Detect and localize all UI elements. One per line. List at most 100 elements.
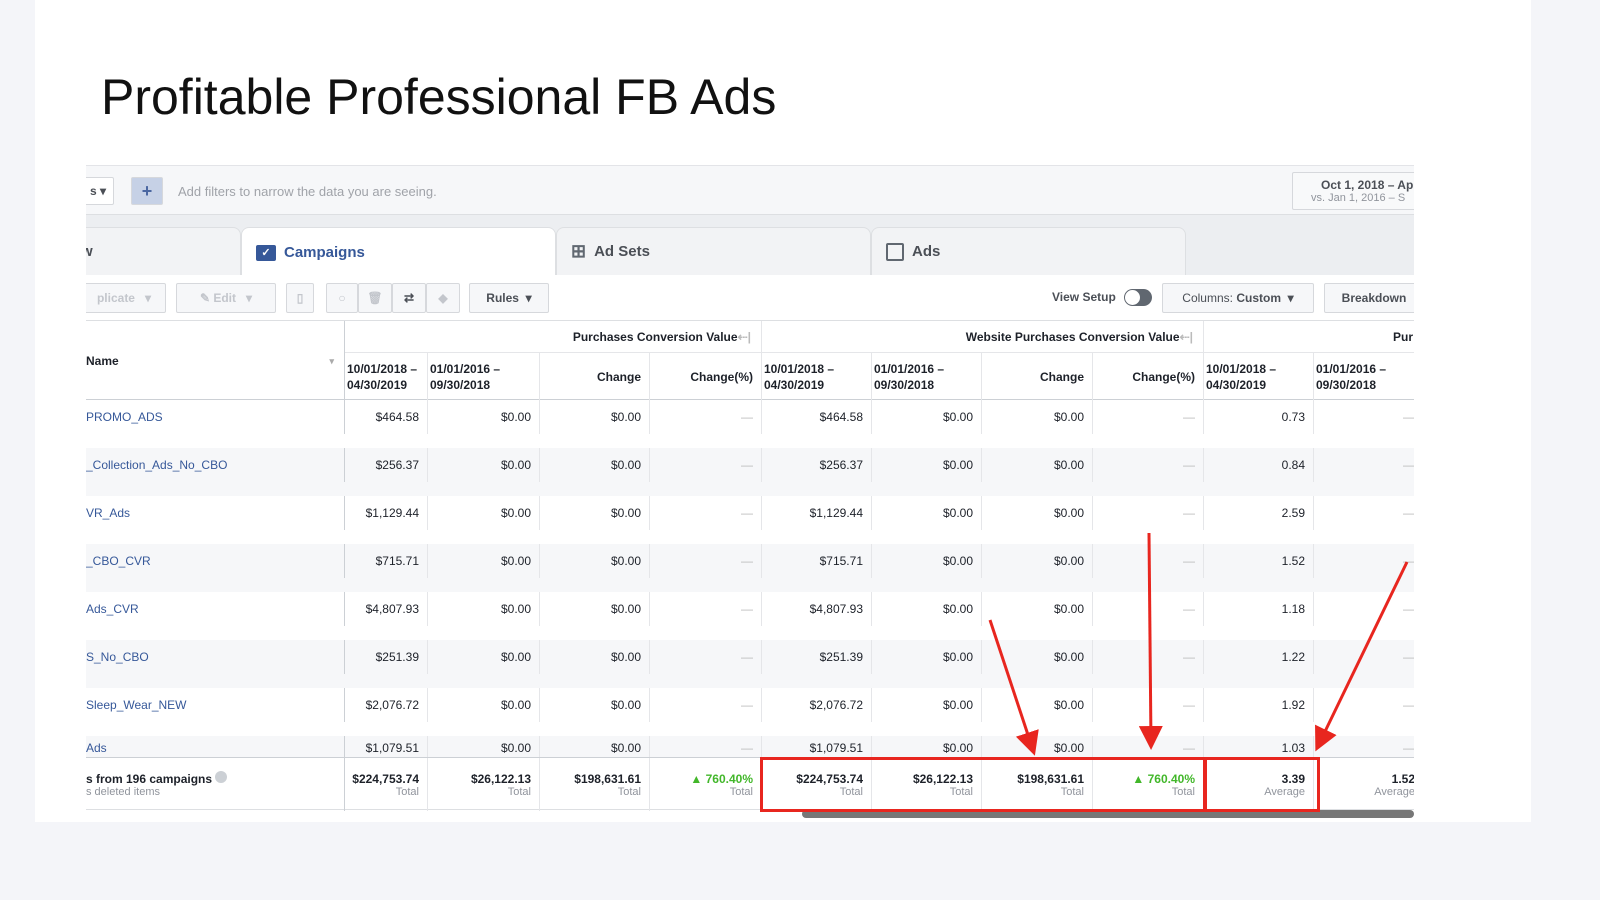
summary-value: ▲ 760.40% [690, 771, 753, 786]
table-cell: $251.39 [762, 640, 872, 674]
summary-type: Total [949, 785, 973, 798]
table-cell: $0.00 [540, 640, 650, 674]
tab-ad-sets[interactable]: ⊞ Ad Sets [556, 227, 871, 275]
table-cell: — [1093, 688, 1204, 722]
info-icon[interactable] [215, 771, 228, 783]
table-cell: 0.84 [1204, 448, 1314, 482]
column-header[interactable]: 01/01/2016 – 09/30/2018 [1314, 353, 1414, 400]
summary-type: Total [839, 785, 863, 798]
summary-type: Total [1171, 785, 1195, 798]
summary-type: Total [395, 785, 419, 798]
campaign-name-link[interactable]: _Collection_Ads_No_CBO [86, 448, 345, 482]
tab-ads[interactable]: Ads [871, 227, 1186, 275]
plus-icon[interactable]: + [131, 177, 163, 205]
table-cell: 1.03 [1204, 736, 1314, 760]
highlight-box-roas [1204, 757, 1320, 812]
table-cell: — [650, 400, 762, 434]
table-cell: $0.00 [872, 640, 982, 674]
refresh-icon[interactable]: ○ [326, 283, 358, 313]
date-range-picker[interactable]: Oct 1, 2018 – Ap vs. Jan 1, 2016 – S [1292, 172, 1414, 210]
table-cell: $0.00 [982, 544, 1093, 578]
table-cell: — [1314, 592, 1414, 626]
table-cell: — [650, 640, 762, 674]
slide-title: Profitable Professional FB Ads [101, 69, 777, 125]
trash-icon[interactable]: 🗑 [358, 283, 392, 313]
table-row: S_No_CBO $251.39 $0.00 $0.00— $251.39 $0.00 $0… [86, 640, 1414, 688]
campaign-name-link[interactable]: Sleep_Wear_NEW [86, 688, 345, 722]
table-cell: — [1314, 448, 1414, 482]
duplicate-button[interactable]: plicate ▾ [86, 283, 166, 313]
columns-dropdown[interactable]: Columns: Custom ▾ [1162, 283, 1314, 313]
table-cell: $4,807.93 [345, 592, 428, 626]
rules-button[interactable]: Rules ▾ [469, 283, 549, 313]
table-cell: $0.00 [872, 496, 982, 530]
table-cell: $0.00 [982, 448, 1093, 482]
column-header[interactable]: 10/01/2018 – 04/30/2019 [1204, 353, 1314, 400]
table-cell: — [1314, 544, 1414, 578]
table-row: VR_Ads $1,129.44 $0.00 $0.00— $1,129.44 $0.00… [86, 496, 1414, 544]
summary-value: 3.39 [1281, 771, 1305, 786]
column-group-label: Website Purchases Conversion Value [965, 329, 1180, 344]
tab-account-overview[interactable]: w [86, 227, 241, 275]
table-cell: — [650, 592, 762, 626]
column-header[interactable]: 01/01/2016 – 09/30/2018 [872, 353, 982, 400]
table-cell: $0.00 [872, 448, 982, 482]
table-cell: $4,807.93 [762, 592, 872, 626]
campaign-name-link[interactable]: VR_Ads [86, 496, 345, 530]
table-cell: $715.71 [762, 544, 872, 578]
table-cell: 2.59 [1204, 496, 1314, 530]
campaign-name-link[interactable]: PROMO_ADS [86, 400, 345, 434]
arrow-2 [1138, 532, 1163, 750]
summary-type: Average [1374, 785, 1414, 798]
breakdown-dropdown[interactable]: Breakdown [1324, 283, 1414, 313]
filter-input[interactable]: Add filters to narrow the data you are s… [178, 184, 437, 199]
tab-campaigns[interactable]: ✓ Campaigns [241, 227, 556, 277]
view-setup-toggle[interactable] [1124, 289, 1152, 306]
summary-value: ▲ 760.40% [1132, 771, 1195, 786]
table-cell: $0.00 [428, 688, 540, 722]
compare-icon[interactable]: ⇄ [392, 283, 426, 313]
filter-dropdown[interactable]: s ▾ [86, 177, 114, 205]
table-row: _Collection_Ads_No_CBO $256.37 $0.00 $0.00—… [86, 448, 1414, 496]
summary-value: $198,631.61 [1017, 771, 1084, 786]
table-cell: — [1093, 448, 1204, 482]
campaign-name-link[interactable]: _CBO_CVR [86, 544, 345, 578]
table-cell: 1.22 [1204, 640, 1314, 674]
column-header[interactable]: Change(%) [650, 353, 762, 400]
summary-type: Total [507, 785, 531, 798]
grid-icon: ⊞ [571, 241, 587, 261]
ad-icon [886, 242, 904, 261]
name-column-header[interactable]: Name ▾ [86, 321, 345, 400]
column-header[interactable]: Change [540, 353, 650, 400]
summary-value: $224,753.74 [796, 771, 863, 786]
table-cell: $0.00 [982, 400, 1093, 434]
sort-icon: ▾ [329, 355, 334, 366]
summary-row: s from 196 campaigns s deleted items $22… [86, 757, 1414, 811]
campaign-name-link[interactable]: Ads [86, 736, 345, 760]
column-group-header: Purchases Conversion Value ⇠| [345, 321, 762, 353]
summary-type: Total [729, 785, 753, 798]
column-header[interactable]: 10/01/2018 – 04/30/2019 [345, 353, 428, 400]
campaign-name-link[interactable]: S_No_CBO [86, 640, 345, 674]
ads-manager-screenshot: s ▾ + Add filters to narrow the data you… [86, 165, 1414, 820]
column-header[interactable]: 10/01/2018 – 04/30/2019 [762, 353, 872, 400]
table-cell: $2,076.72 [345, 688, 428, 722]
column-header[interactable]: 01/01/2016 – 09/30/2018 [428, 353, 540, 400]
column-header[interactable]: Change(%) [1093, 353, 1204, 400]
table-cell: $464.58 [345, 400, 428, 434]
table-cell: — [650, 496, 762, 530]
table-cell: 1.52 [1204, 544, 1314, 578]
campaign-name-link[interactable]: Ads_CVR [86, 592, 345, 626]
column-header[interactable]: Change [982, 353, 1093, 400]
tag-icon[interactable]: ◆ [426, 283, 460, 313]
table-cell: $0.00 [428, 592, 540, 626]
table-cell: $0.00 [872, 688, 982, 722]
horizontal-scrollbar[interactable] [802, 810, 1414, 818]
edit-button[interactable]: ✎ Edit ▾ [176, 283, 276, 313]
table-header: Name ▾ Purchases Conversion Value ⇠| Websi… [86, 321, 1414, 400]
clipboard-icon[interactable]: ▯ [286, 283, 314, 313]
pin-icon[interactable]: ⇠| [1179, 329, 1193, 344]
table-cell: — [1093, 400, 1204, 434]
pin-icon[interactable]: ⇠| [737, 329, 751, 344]
summary-cell: $224,753.74 Total [762, 758, 872, 811]
